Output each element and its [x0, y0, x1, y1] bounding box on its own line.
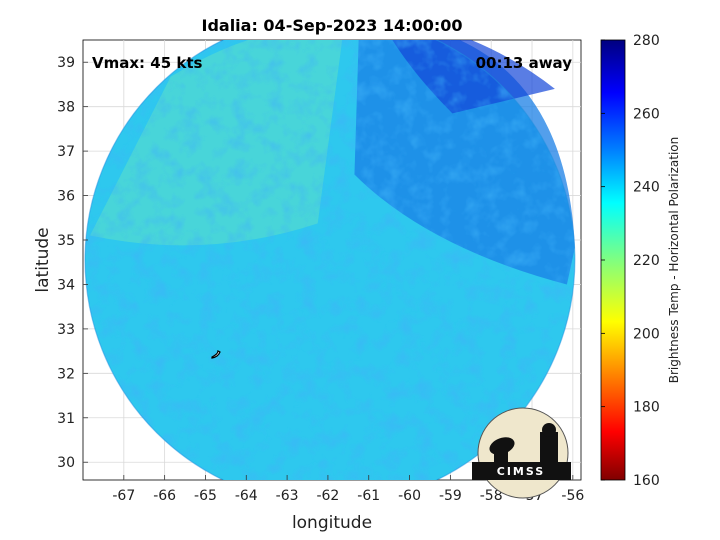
x-tick-label: -62: [316, 488, 339, 504]
colorbar-tick-label: 220: [633, 253, 660, 269]
y-tick-label: 31: [57, 411, 75, 427]
x-tick-label: -61: [357, 488, 380, 504]
colorbar-tick-label: 240: [633, 180, 660, 196]
y-axis-ticks: 30 31 32 33 34 35 36 37 38 39: [57, 55, 88, 471]
y-tick-label: 38: [57, 100, 75, 116]
y-tick-label: 30: [57, 455, 75, 471]
y-tick-label: 37: [57, 144, 75, 160]
x-tick-label: -58: [480, 488, 503, 504]
colorbar-tick-label: 280: [633, 33, 660, 49]
x-tick-label: -67: [112, 488, 135, 504]
swath-group: [84, 40, 576, 480]
time-away-annotation: 00:13 away: [476, 54, 573, 72]
x-tick-label: -60: [398, 488, 421, 504]
y-tick-label: 36: [57, 189, 75, 205]
cimss-logo: CIMSS: [472, 407, 571, 499]
x-tick-label: -64: [235, 488, 258, 504]
x-tick-label: -66: [153, 488, 176, 504]
swath-texture: [85, 40, 575, 480]
swath-edge: [84, 40, 576, 480]
y-tick-label: 32: [57, 366, 75, 382]
colorbar-tick-label: 200: [633, 326, 660, 342]
y-tick-label: 33: [57, 322, 75, 338]
colorbar-tick-label: 160: [633, 473, 660, 489]
y-tick-label: 35: [57, 233, 75, 249]
x-tick-label: -63: [276, 488, 299, 504]
x-axis-label: longitude: [292, 513, 372, 533]
storm-center-marker: [211, 350, 221, 359]
y-tick-label: 34: [57, 277, 75, 293]
colorbar-label: Brightness Temp - Horizontal Polarizatio…: [667, 137, 681, 384]
colorbar-ticks: 160 180 200 220 240 260 280: [601, 33, 660, 489]
vmax-annotation: Vmax: 45 kts: [92, 54, 202, 72]
x-tick-label: -56: [561, 488, 584, 504]
y-axis-label: latitude: [33, 227, 53, 292]
cimss-logo-text: CIMSS: [497, 465, 545, 478]
colorbar-tick-label: 180: [633, 400, 660, 416]
y-tick-label: 39: [57, 55, 75, 71]
x-tick-label: -65: [194, 488, 217, 504]
colorbar-tick-label: 260: [633, 106, 660, 122]
x-tick-label: -59: [439, 488, 462, 504]
chart-title: Idalia: 04-Sep-2023 14:00:00: [201, 16, 462, 35]
